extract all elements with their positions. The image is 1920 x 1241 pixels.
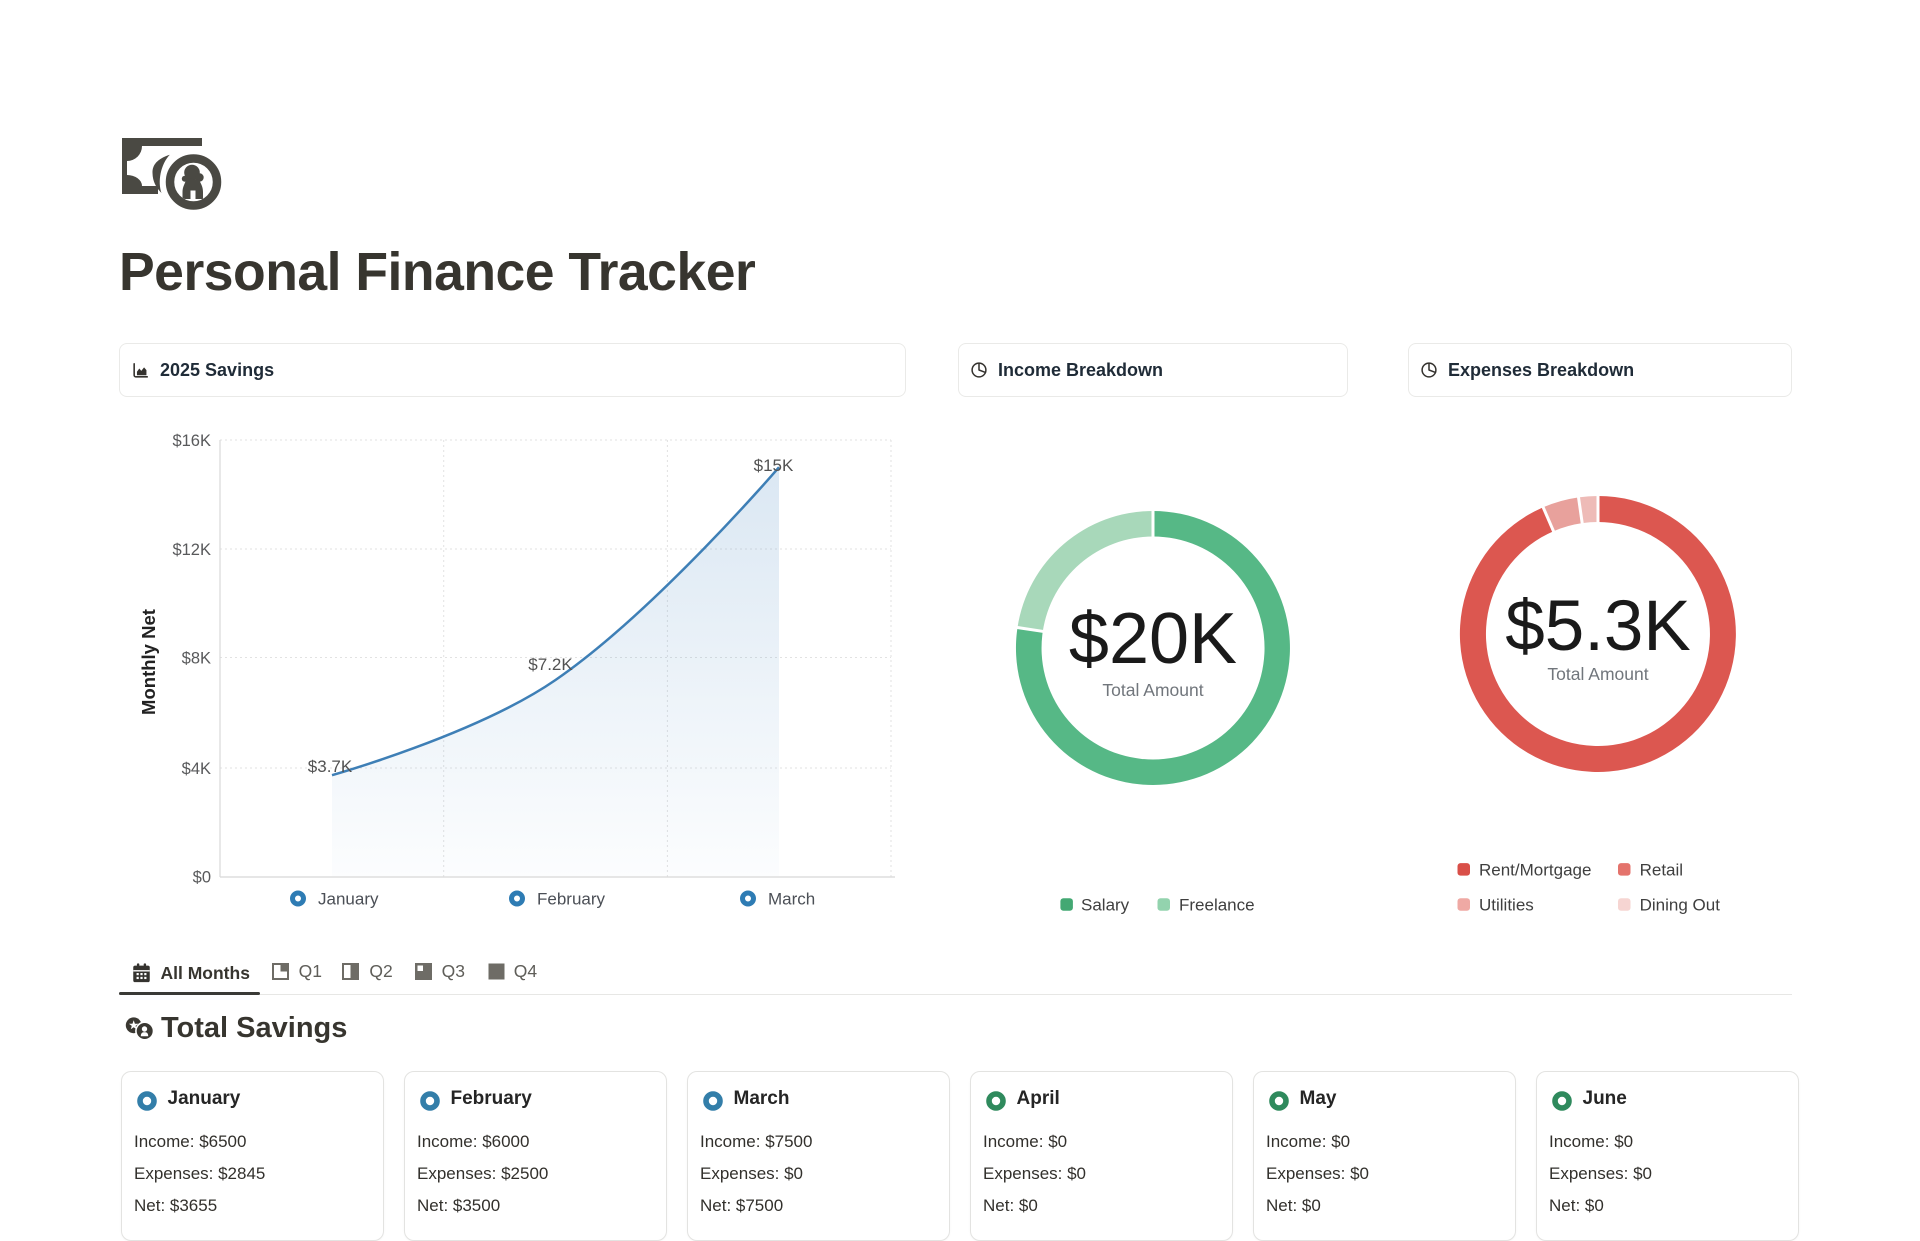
svg-text:$5.3K: $5.3K: [1505, 587, 1691, 666]
svg-text:$4K: $4K: [182, 760, 211, 778]
svg-text:$8K: $8K: [182, 650, 211, 668]
svg-text:Salary: Salary: [1081, 896, 1130, 915]
svg-text:January: January: [318, 890, 379, 909]
svg-text:$0: $0: [193, 869, 211, 887]
svg-text:Utilities: Utilities: [1479, 896, 1534, 915]
svg-text:$20K: $20K: [1069, 599, 1237, 679]
svg-text:$12K: $12K: [172, 541, 211, 559]
svg-text:February: February: [537, 890, 606, 909]
svg-text:Total Amount: Total Amount: [1547, 664, 1648, 684]
svg-text:Dining Out: Dining Out: [1640, 896, 1721, 915]
svg-text:Rent/Mortgage: Rent/Mortgage: [1479, 860, 1591, 879]
svg-text:March: March: [768, 890, 815, 909]
svg-text:$16K: $16K: [172, 432, 211, 450]
svg-text:Monthly Net: Monthly Net: [138, 609, 159, 715]
svg-text:$15K: $15K: [754, 456, 794, 475]
svg-text:Total Amount: Total Amount: [1102, 680, 1203, 700]
svg-text:Retail: Retail: [1640, 860, 1683, 879]
svg-text:$7.2K: $7.2K: [528, 655, 573, 674]
svg-text:Freelance: Freelance: [1179, 896, 1255, 915]
svg-text:$3.7K: $3.7K: [308, 757, 353, 776]
